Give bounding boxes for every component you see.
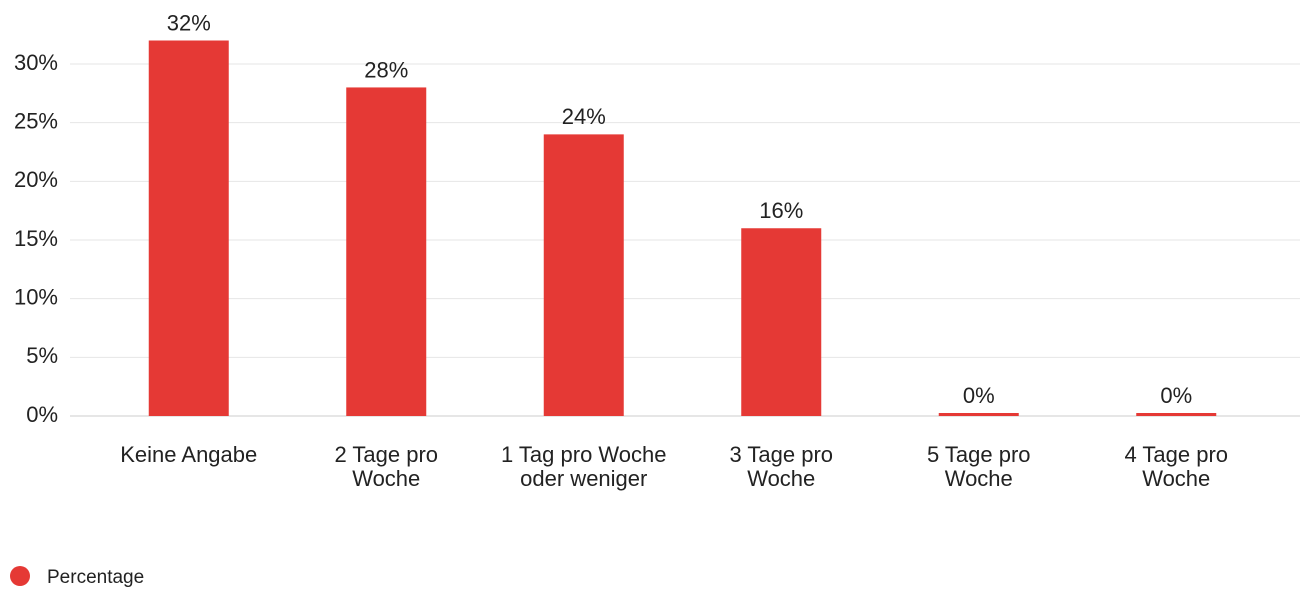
data-label: 0% [963, 383, 995, 408]
bar [741, 228, 822, 416]
y-tick-label: 25% [14, 108, 58, 133]
bar [543, 134, 624, 416]
data-label: 28% [364, 57, 408, 82]
bar [346, 87, 427, 416]
legend-label: Percentage [47, 567, 144, 588]
x-tick-label: 5 Tage pro Woche [926, 442, 1031, 491]
x-tick-label: 1 Tag pro Woche oder weniger [500, 442, 667, 491]
data-label: 32% [167, 10, 211, 35]
x-tick-label: 4 Tage pro Woche [1124, 442, 1229, 491]
legend-swatch [10, 566, 30, 586]
y-tick-label: 15% [14, 226, 58, 251]
y-tick-label: 30% [14, 50, 58, 75]
y-tick-label: 0% [26, 402, 58, 427]
y-tick-label: 20% [14, 167, 58, 192]
y-tick-label: 10% [14, 284, 58, 309]
data-label: 0% [1160, 383, 1192, 408]
x-tick-label: 2 Tage pro Woche [334, 442, 439, 491]
bar [938, 413, 1019, 416]
bar [148, 40, 229, 416]
x-tick-label: 3 Tage pro Woche [729, 442, 834, 491]
bar [1136, 413, 1217, 416]
data-label: 16% [759, 198, 803, 223]
data-label: 24% [562, 104, 606, 129]
y-tick-label: 5% [26, 343, 58, 368]
x-tick-label: Keine Angabe [120, 442, 258, 467]
